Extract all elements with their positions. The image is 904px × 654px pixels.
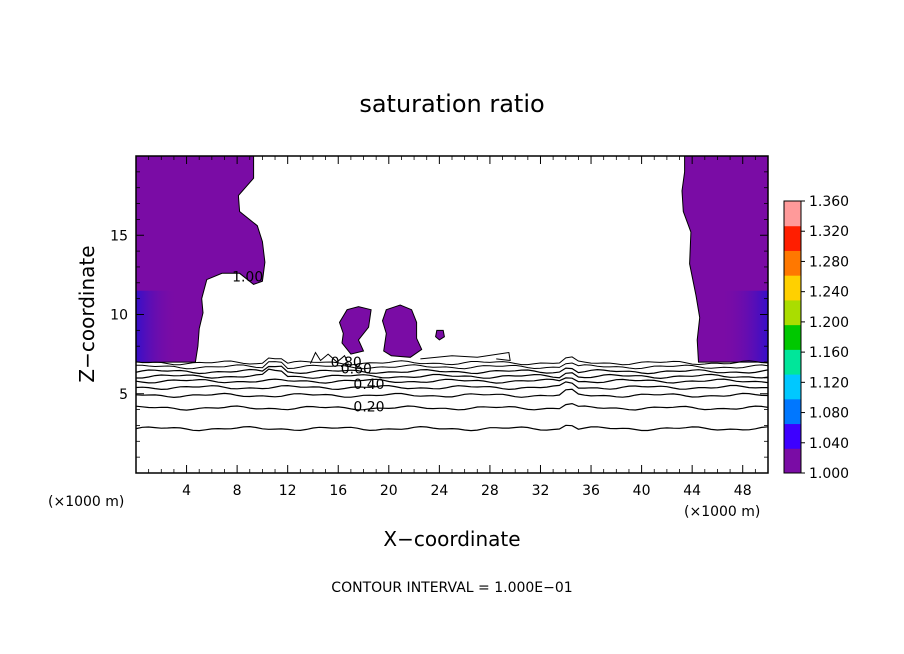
colorbar-tick-label: 1.320 — [809, 224, 849, 240]
colorbar-frame — [783, 200, 802, 474]
saturated-region-small-cell — [435, 329, 445, 341]
colorbar-segment — [784, 423, 801, 449]
x-tick-label: 28 — [481, 483, 499, 499]
y-tick-label: 5 — [119, 387, 128, 403]
colorbar-segment — [784, 398, 801, 425]
x-unit-label-left: (×1000 m) — [48, 494, 124, 510]
contour-line — [420, 351, 511, 362]
contour-line — [136, 388, 768, 399]
left-gradient-patch — [136, 290, 196, 363]
x-tick-label: 4 — [182, 483, 191, 499]
contour-line — [136, 368, 768, 380]
contour-line — [136, 361, 768, 370]
colorbar-segment — [784, 324, 801, 350]
colorbar-ticks: 1.360 1.320 1.280 1.240 1.200 1.160 1.120 1.080… — [801, 194, 849, 482]
contour-label: 0.80 — [331, 355, 362, 371]
contour-label: 0.20 — [353, 399, 384, 415]
contour-lines — [136, 351, 768, 432]
contour-line — [136, 381, 768, 391]
x-tick-label: 36 — [582, 483, 600, 499]
chart-title: saturation ratio — [359, 90, 544, 118]
saturated-region-center-cloud-right — [381, 304, 423, 358]
colorbar — [783, 200, 802, 474]
contour-label: 0.40 — [353, 377, 384, 393]
colorbar-segment — [784, 275, 801, 301]
x-tick-label: 32 — [532, 483, 550, 499]
colorbar-tick-label: 1.080 — [809, 406, 849, 422]
x-tick-label: 48 — [734, 483, 752, 499]
contour-line — [136, 365, 768, 375]
contour-label: 1.00 — [232, 269, 263, 285]
right-gradient-patch — [699, 290, 768, 363]
x-axis-ticks: 4 8 12 16 20 24 28 32 36 40 44 48 — [148, 156, 756, 499]
y-axis-title: Z−coordinate — [75, 245, 99, 382]
saturated-region-center-cloud-left — [338, 306, 372, 355]
x-tick-label: 44 — [683, 483, 701, 499]
y-tick-label: 10 — [110, 308, 128, 324]
colorbar-segment — [784, 349, 801, 375]
colorbar-tick-label: 1.040 — [809, 436, 849, 452]
colorbar-segment — [784, 299, 801, 326]
x-tick-label: 20 — [380, 483, 398, 499]
colorbar-tick-label: 1.360 — [809, 194, 849, 210]
colorbar-tick-label: 1.240 — [809, 285, 849, 301]
x-tick-label: 8 — [233, 483, 242, 499]
x-unit-label-right: (×1000 m) — [684, 504, 760, 520]
x-tick-label: 12 — [279, 483, 297, 499]
x-tick-label: 40 — [633, 483, 651, 499]
colorbar-segment — [784, 250, 801, 276]
colorbar-segment — [784, 225, 801, 251]
contour-interval-note: CONTOUR INTERVAL = 1.000E−01 — [331, 580, 572, 596]
plot-area — [136, 156, 768, 432]
contour-line — [136, 424, 768, 432]
y-tick-label: 15 — [110, 228, 128, 244]
colorbar-segment — [784, 201, 801, 227]
colorbar-tick-label: 1.120 — [809, 375, 849, 391]
contour-line — [136, 356, 768, 366]
saturated-regions — [136, 156, 768, 363]
contour-labels: 1.00 0.800.600.40 0.20 — [232, 269, 385, 415]
contour-line — [136, 402, 768, 411]
x-tick-label: 24 — [430, 483, 448, 499]
colorbar-tick-label: 1.280 — [809, 254, 849, 270]
colorbar-segment — [784, 374, 801, 400]
colorbar-tick-label: 1.160 — [809, 345, 849, 361]
contour-line — [309, 351, 349, 364]
colorbar-tick-label: 1.200 — [809, 315, 849, 331]
x-tick-label: 16 — [329, 483, 347, 499]
y-axis-ticks: 5 10 15 — [110, 171, 768, 458]
colorbar-segment — [784, 448, 801, 474]
colorbar-tick-label: 1.000 — [809, 466, 849, 482]
contour-line — [136, 377, 768, 384]
contour-label: 0.60 — [341, 361, 372, 377]
x-axis-title: X−coordinate — [383, 527, 520, 551]
